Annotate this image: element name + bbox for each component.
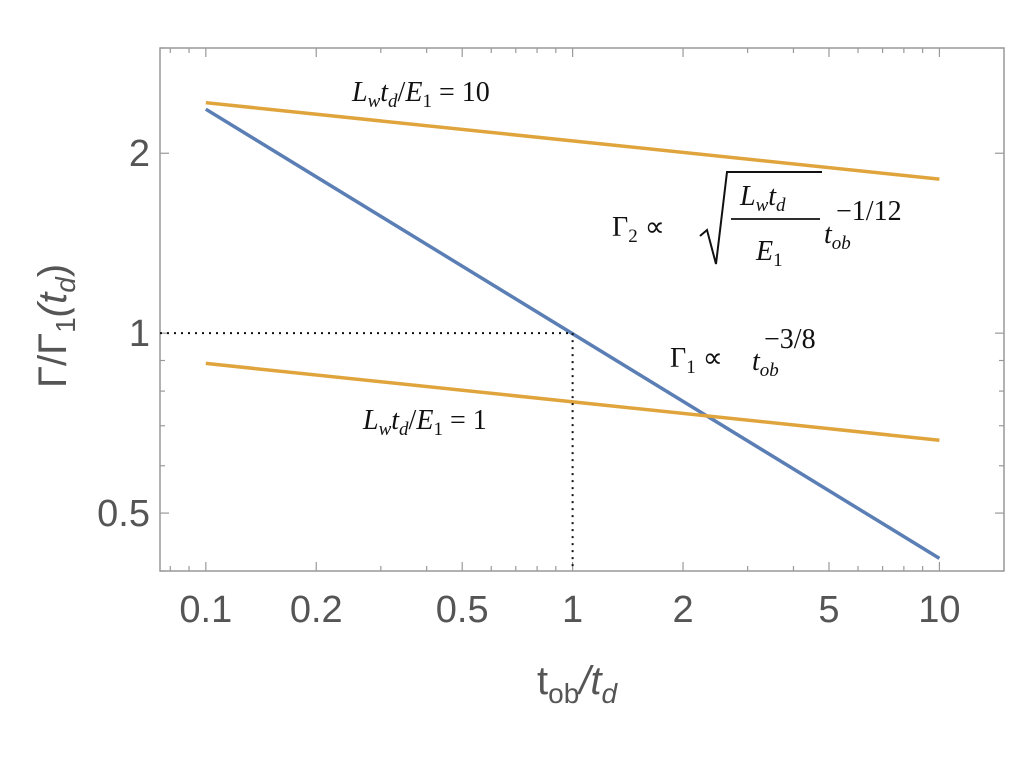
y-tick-label: 1: [129, 313, 150, 355]
x-tick-label: 10: [918, 589, 960, 631]
x-axis-title: tob/td: [537, 659, 619, 709]
x-tick-label: 2: [672, 589, 693, 631]
series-line-3: [205, 361, 940, 442]
reference-lines: [160, 332, 574, 571]
svg-text:Γ1 ∝: Γ1 ∝: [670, 343, 723, 378]
y-tick-label: 0.5: [97, 493, 150, 535]
annotation-gamma1-formula: Γ1 ∝ tob −3/8: [670, 324, 816, 381]
y-axis-title: Γ/Γ1(td): [31, 264, 81, 388]
series-layer: [204, 100, 941, 560]
annotation-top-curve: Lwtd/E1 = 10: [351, 77, 490, 112]
svg-text:E1: E1: [755, 236, 783, 271]
svg-text:−1/12: −1/12: [836, 196, 902, 227]
x-tick-label: 0.2: [290, 589, 343, 631]
y-tick-label: 2: [129, 133, 150, 175]
svg-text:−3/8: −3/8: [764, 324, 816, 355]
x-tick-label: 1: [562, 589, 583, 631]
svg-text:Lwtd: Lwtd: [739, 181, 786, 216]
annotation-bottom-curve: Lwtd/E1 = 1: [362, 405, 487, 440]
x-tick-label: 0.1: [179, 589, 232, 631]
annotation-gamma2-formula: Γ2 ∝ Lwtd E1 tob −1/12: [612, 171, 902, 271]
plot-frame: [159, 47, 1005, 572]
svg-text:Γ2 ∝: Γ2 ∝: [612, 212, 665, 247]
x-tick-label: 5: [818, 589, 839, 631]
series-line-2: [205, 100, 940, 181]
x-tick-label: 0.5: [436, 589, 489, 631]
y-ticks: 0.5 1 2: [97, 47, 1004, 572]
x-ticks: 0.1 0.2 0.5 1 2 5 10: [169, 48, 961, 631]
